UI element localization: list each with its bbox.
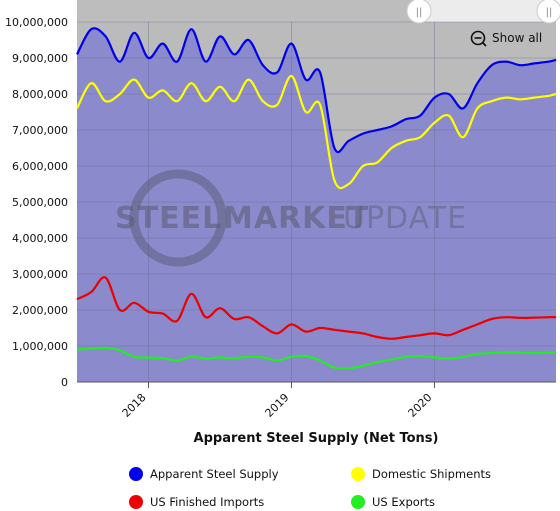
series-line-domestic-shipments[interactable] xyxy=(76,74,557,190)
legend-item-us-exports[interactable]: US Exports xyxy=(351,495,435,509)
x-tick-label: 2020 xyxy=(406,391,435,420)
legend-swatch xyxy=(129,467,143,481)
navigator-right-grip-icon: || xyxy=(546,7,553,18)
x-tick-label: 2018 xyxy=(120,391,149,420)
x-axis-ticks: 2018 2019 2020 xyxy=(120,382,435,420)
y-tick-label: 1,000,000 xyxy=(12,340,68,353)
show-all-button[interactable]: Show all xyxy=(470,30,543,47)
show-all-label: Show all xyxy=(492,31,542,45)
series-lines xyxy=(76,27,557,370)
legend-swatch xyxy=(351,495,365,509)
supply-area-fill xyxy=(77,28,556,382)
legend: Apparent Steel Supply Domestic Shipments U… xyxy=(129,467,491,509)
y-tick-label: 0 xyxy=(61,376,68,389)
y-tick-label: 6,000,000 xyxy=(12,160,68,173)
legend-item-apparent-steel-supply[interactable]: Apparent Steel Supply xyxy=(129,467,279,481)
y-tick-label: 4,000,000 xyxy=(12,232,68,245)
series-line-us-exports[interactable] xyxy=(76,346,557,370)
y-tick-label: 8,000,000 xyxy=(12,88,68,101)
y-tick-label: 9,000,000 xyxy=(12,52,68,65)
legend-label: Apparent Steel Supply xyxy=(150,467,279,481)
series-line-apparent-steel-supply[interactable] xyxy=(76,27,557,154)
y-tick-label: 2,000,000 xyxy=(12,304,68,317)
legend-label: US Exports xyxy=(372,495,435,509)
y-tick-label: 5,000,000 xyxy=(12,196,68,209)
legend-swatch xyxy=(351,467,365,481)
navigator-right-handle[interactable]: || xyxy=(536,0,560,24)
watermark-logo: STEEL MARKET UPDATE xyxy=(115,169,467,267)
legend-swatch xyxy=(129,495,143,509)
navigator-left-handle[interactable]: || xyxy=(406,0,432,24)
navigator-left-grip-icon: || xyxy=(416,7,423,18)
legend-label: Domestic Shipments xyxy=(372,467,491,481)
y-tick-label: 7,000,000 xyxy=(12,124,68,137)
y-axis-ticks: 0 1,000,000 2,000,000 3,000,000 4,000,000 5,0… xyxy=(5,16,68,389)
navigator-mask xyxy=(77,0,420,22)
watermark-word-steel: STEEL xyxy=(115,201,222,236)
grid xyxy=(77,21,556,383)
y-tick-label: 3,000,000 xyxy=(12,268,68,281)
legend-item-us-finished-imports[interactable]: US Finished Imports xyxy=(129,495,264,509)
y-tick-label: 10,000,000 xyxy=(5,16,68,29)
zoom-out-icon xyxy=(470,30,486,46)
legend-label: US Finished Imports xyxy=(150,495,264,509)
chart-title: Apparent Steel Supply (Net Tons) xyxy=(194,431,439,446)
x-tick-label: 2019 xyxy=(263,391,292,420)
watermark-word-market: MARKET xyxy=(223,201,369,236)
series-line-us-finished-imports[interactable] xyxy=(76,276,557,340)
watermark-word-update: UPDATE xyxy=(343,201,467,236)
watermark-swoosh-icon xyxy=(129,169,227,267)
legend-item-domestic-shipments[interactable]: Domestic Shipments xyxy=(351,467,491,481)
